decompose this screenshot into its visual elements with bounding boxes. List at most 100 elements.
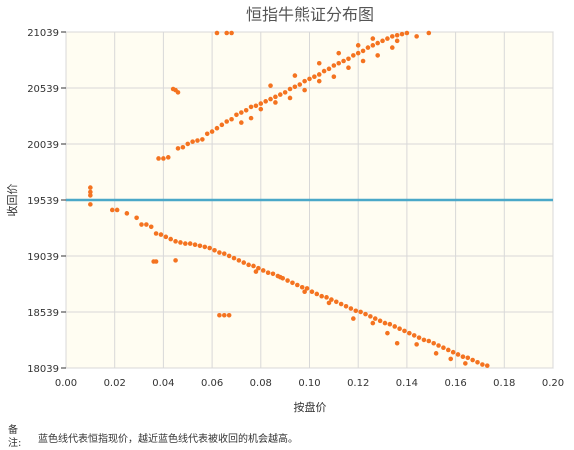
- data-point: [236, 258, 242, 263]
- data-point: [316, 72, 322, 77]
- data-point: [484, 363, 490, 368]
- data-point: [268, 83, 273, 88]
- data-point: [175, 146, 181, 151]
- data-point: [134, 215, 139, 221]
- data-point: [465, 355, 471, 361]
- data-point: [114, 207, 120, 213]
- data-point: [394, 38, 400, 44]
- data-point: [273, 94, 278, 100]
- data-point: [287, 86, 293, 92]
- data-point: [165, 155, 171, 160]
- data-point: [385, 330, 390, 336]
- data-point: [460, 354, 466, 359]
- data-point: [346, 56, 351, 62]
- data-point: [426, 338, 432, 344]
- x-axis-ticks: 0.00 0.02 0.04 0.06 0.08 0.10 0.12 0.14 0.16 0.18…: [55, 378, 564, 389]
- data-point: [441, 345, 446, 351]
- data-point: [239, 120, 244, 125]
- data-point: [192, 242, 198, 247]
- data-point: [185, 141, 191, 147]
- data-point: [248, 115, 254, 121]
- data-point: [273, 100, 278, 105]
- data-point: [221, 312, 227, 318]
- data-point: [144, 222, 149, 227]
- chart-title: 恒指牛熊证分布图: [246, 5, 374, 24]
- data-point: [217, 312, 222, 318]
- data-point: [200, 137, 205, 142]
- data-point: [470, 357, 475, 363]
- data-point: [258, 106, 264, 112]
- y-tick-label: 18539: [27, 308, 59, 319]
- data-point: [338, 301, 344, 307]
- data-point: [307, 76, 312, 82]
- data-point: [195, 138, 200, 143]
- x-tick-label: 0.02: [104, 378, 126, 389]
- data-point: [202, 244, 208, 250]
- data-point: [426, 30, 432, 36]
- x-tick-label: 0.20: [542, 378, 564, 389]
- y-axis-ticks: 18039 18539 19039 19539 20039 20539 21039: [27, 28, 66, 375]
- data-point: [411, 333, 417, 338]
- data-point: [190, 139, 195, 144]
- data-point: [397, 326, 402, 331]
- data-point: [224, 30, 230, 36]
- data-point: [385, 36, 390, 41]
- data-point: [355, 43, 361, 48]
- x-tick-label: 0.06: [201, 378, 223, 389]
- data-point: [168, 236, 174, 242]
- data-point: [355, 50, 361, 56]
- data-point: [351, 53, 356, 58]
- data-point: [312, 74, 317, 79]
- data-point: [414, 34, 419, 39]
- data-point: [326, 66, 332, 72]
- data-point: [341, 58, 346, 64]
- data-point: [290, 280, 295, 286]
- y-tick-label: 19039: [27, 252, 59, 263]
- data-point: [270, 271, 276, 277]
- data-point: [431, 340, 436, 346]
- data-point: [377, 318, 383, 324]
- data-point: [212, 247, 217, 253]
- data-point: [331, 63, 337, 68]
- data-point: [321, 68, 327, 74]
- data-point: [234, 112, 239, 118]
- data-point: [243, 107, 249, 113]
- data-point: [360, 58, 366, 64]
- data-point: [416, 335, 422, 340]
- data-point: [316, 78, 322, 84]
- footnote-label: 备 注:: [8, 425, 22, 449]
- data-points: [88, 30, 490, 368]
- data-point: [153, 231, 159, 236]
- data-point: [326, 300, 332, 306]
- data-point: [392, 324, 398, 329]
- data-point: [297, 82, 303, 87]
- data-point: [370, 36, 376, 41]
- data-point: [139, 222, 144, 227]
- data-point: [331, 74, 337, 79]
- y-tick-label: 19539: [27, 196, 59, 207]
- data-point: [372, 316, 378, 321]
- data-point: [292, 84, 298, 90]
- data-point: [348, 306, 354, 311]
- data-point: [414, 342, 419, 347]
- data-point: [475, 359, 480, 365]
- data-point: [370, 43, 376, 48]
- data-point: [197, 243, 203, 249]
- data-point: [180, 144, 186, 150]
- data-point: [421, 337, 427, 343]
- scatter-chart: 恒指牛熊证分布图 0.00 0.02 0.04 0.06 0.08 0.10 0.12 0.1…: [5, 5, 564, 414]
- data-point: [309, 289, 315, 295]
- data-point: [183, 241, 188, 246]
- data-point: [299, 284, 305, 290]
- data-point: [407, 330, 412, 336]
- data-point: [226, 312, 232, 318]
- data-point: [382, 320, 388, 326]
- data-point: [207, 245, 212, 251]
- data-point: [324, 295, 329, 300]
- data-point: [319, 293, 324, 299]
- data-point: [480, 362, 485, 367]
- data-point: [260, 268, 266, 273]
- data-point: [353, 308, 359, 314]
- data-point: [253, 103, 259, 109]
- data-point: [399, 31, 405, 37]
